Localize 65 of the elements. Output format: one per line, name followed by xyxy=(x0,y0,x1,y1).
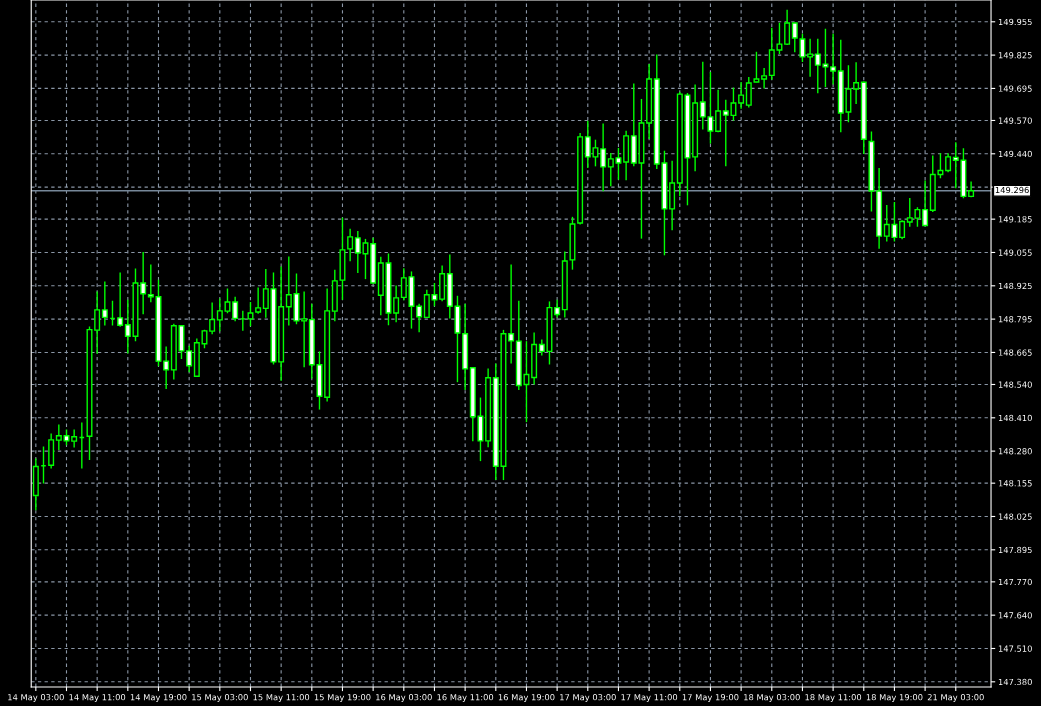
x-tick-label: 18 May 03:00 xyxy=(744,694,800,702)
x-tick-label: 18 May 11:00 xyxy=(805,694,862,702)
y-tick-label: 147.640 xyxy=(998,612,1032,619)
y-tick-label: 148.795 xyxy=(998,316,1032,323)
x-tick-label: 14 May 03:00 xyxy=(8,694,64,702)
candlestick xyxy=(209,301,216,335)
x-tick-label: 14 May 11:00 xyxy=(69,694,126,702)
candlestick xyxy=(140,251,147,315)
candlestick xyxy=(301,290,308,369)
y-tick-label: 149.825 xyxy=(998,52,1032,59)
y-tick-label: 147.380 xyxy=(998,678,1032,686)
y-tick-label: 148.155 xyxy=(998,480,1032,487)
x-tick-label: 16 May 19:00 xyxy=(498,694,555,702)
candlestick xyxy=(255,286,262,315)
y-tick-label: 148.925 xyxy=(998,282,1032,290)
y-tick-label: 148.025 xyxy=(998,513,1032,520)
y-tick-label: 149.570 xyxy=(998,117,1032,124)
candlestick xyxy=(807,38,814,78)
candlestick xyxy=(163,345,170,390)
candlestick xyxy=(393,284,400,323)
candlestick xyxy=(232,296,239,322)
y-tick-label: 149.440 xyxy=(998,150,1032,158)
y-tick-label: 149.955 xyxy=(998,18,1032,26)
candlestick xyxy=(715,89,722,133)
candlestick xyxy=(347,227,354,262)
candlestick xyxy=(945,152,952,173)
x-tick-label: 16 May 11:00 xyxy=(437,694,494,702)
y-tick-label: 147.895 xyxy=(998,546,1032,554)
x-tick-label: 15 May 03:00 xyxy=(192,694,248,702)
x-tick-label: 15 May 19:00 xyxy=(314,694,371,702)
candlestick xyxy=(830,33,837,86)
x-tick-label: 18 May 19:00 xyxy=(866,694,923,702)
y-tick-label: 147.770 xyxy=(998,578,1032,586)
candlestick xyxy=(71,428,78,449)
candlestick xyxy=(94,290,101,355)
y-tick-label: 149.055 xyxy=(998,249,1032,256)
candlestick xyxy=(761,67,768,90)
x-tick-label: 16 May 03:00 xyxy=(376,694,432,702)
ref-line-label: 149.296 xyxy=(995,186,1029,194)
candlestick xyxy=(899,219,906,240)
y-tick-label: 148.665 xyxy=(998,349,1032,356)
candlestick xyxy=(508,263,515,365)
x-tick-label: 17 May 11:00 xyxy=(621,694,678,702)
x-tick-label: 14 May 19:00 xyxy=(130,694,187,702)
candlestick xyxy=(55,423,62,451)
candlestick xyxy=(853,61,860,105)
y-tick-label: 148.540 xyxy=(998,381,1032,388)
x-tick-label: 17 May 19:00 xyxy=(682,694,739,702)
y-tick-label: 149.695 xyxy=(998,85,1032,92)
candlestick xyxy=(117,271,124,328)
x-tick-label: 21 May 03:00 xyxy=(927,694,984,702)
candlestick xyxy=(784,9,791,46)
candlestick xyxy=(922,179,929,227)
candlestick xyxy=(416,303,423,333)
candlestick xyxy=(600,122,607,192)
x-tick-label: 17 May 03:00 xyxy=(560,694,616,702)
x-tick-label: 15 May 11:00 xyxy=(253,694,310,702)
y-tick-label: 148.280 xyxy=(998,448,1032,455)
candlestick xyxy=(738,81,745,110)
y-tick-label: 149.185 xyxy=(998,216,1032,223)
candlestick xyxy=(101,280,108,327)
candlestick xyxy=(186,345,193,373)
y-tick-label: 148.410 xyxy=(998,414,1032,422)
candlestick xyxy=(247,301,254,327)
y-tick-label: 147.510 xyxy=(998,645,1032,652)
